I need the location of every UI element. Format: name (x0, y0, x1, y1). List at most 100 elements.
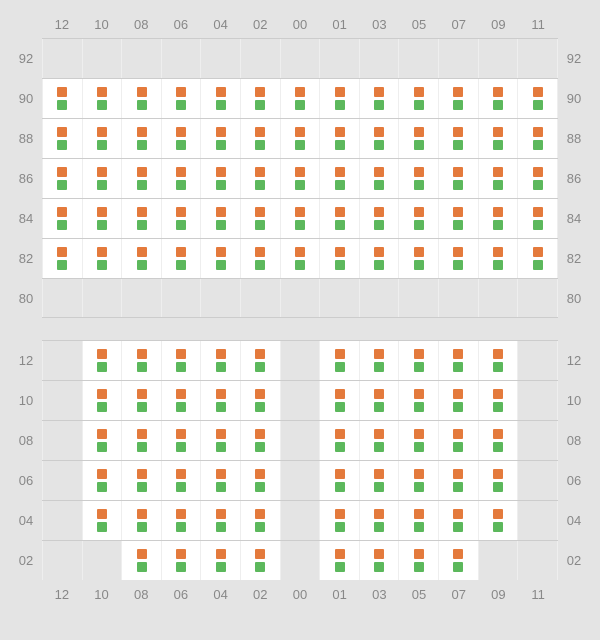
slot-filled[interactable] (319, 79, 359, 118)
slot-filled[interactable] (438, 159, 478, 198)
slot-filled[interactable] (319, 341, 359, 380)
slot-filled[interactable] (438, 421, 478, 460)
slot-filled[interactable] (82, 421, 122, 460)
slot-filled[interactable] (240, 541, 280, 580)
slot-empty[interactable] (42, 381, 82, 420)
slot-filled[interactable] (121, 199, 161, 238)
slot-filled[interactable] (438, 239, 478, 278)
slot-empty[interactable] (280, 341, 320, 380)
slot-filled[interactable] (200, 159, 240, 198)
slot-filled[interactable] (398, 239, 438, 278)
slot-filled[interactable] (161, 159, 201, 198)
slot-filled[interactable] (319, 421, 359, 460)
slot-filled[interactable] (240, 461, 280, 500)
slot-filled[interactable] (319, 159, 359, 198)
slot-empty[interactable] (319, 279, 359, 317)
slot-empty[interactable] (478, 541, 518, 580)
slot-filled[interactable] (438, 341, 478, 380)
slot-empty[interactable] (161, 39, 201, 78)
slot-empty[interactable] (42, 279, 82, 317)
slot-empty[interactable] (42, 461, 82, 500)
slot-filled[interactable] (478, 199, 518, 238)
slot-empty[interactable] (517, 39, 558, 78)
slot-filled[interactable] (200, 381, 240, 420)
slot-filled[interactable] (82, 461, 122, 500)
slot-filled[interactable] (359, 239, 399, 278)
slot-filled[interactable] (200, 341, 240, 380)
slot-filled[interactable] (42, 79, 82, 118)
slot-filled[interactable] (280, 119, 320, 158)
slot-filled[interactable] (161, 421, 201, 460)
slot-filled[interactable] (319, 541, 359, 580)
slot-empty[interactable] (280, 381, 320, 420)
slot-filled[interactable] (359, 79, 399, 118)
slot-empty[interactable] (517, 421, 558, 460)
slot-filled[interactable] (319, 119, 359, 158)
slot-filled[interactable] (319, 239, 359, 278)
slot-filled[interactable] (517, 79, 558, 118)
slot-filled[interactable] (161, 79, 201, 118)
slot-filled[interactable] (359, 381, 399, 420)
slot-empty[interactable] (42, 501, 82, 540)
slot-empty[interactable] (161, 279, 201, 317)
slot-filled[interactable] (478, 159, 518, 198)
slot-filled[interactable] (398, 79, 438, 118)
slot-empty[interactable] (42, 39, 82, 78)
slot-filled[interactable] (319, 501, 359, 540)
slot-filled[interactable] (121, 501, 161, 540)
slot-filled[interactable] (359, 541, 399, 580)
slot-empty[interactable] (42, 421, 82, 460)
slot-filled[interactable] (240, 341, 280, 380)
slot-empty[interactable] (200, 39, 240, 78)
slot-filled[interactable] (359, 119, 399, 158)
slot-filled[interactable] (478, 341, 518, 380)
slot-filled[interactable] (161, 341, 201, 380)
slot-filled[interactable] (359, 159, 399, 198)
slot-filled[interactable] (478, 421, 518, 460)
slot-filled[interactable] (200, 79, 240, 118)
slot-filled[interactable] (478, 119, 518, 158)
slot-filled[interactable] (121, 79, 161, 118)
slot-filled[interactable] (398, 421, 438, 460)
slot-filled[interactable] (240, 199, 280, 238)
slot-empty[interactable] (280, 501, 320, 540)
slot-filled[interactable] (121, 239, 161, 278)
slot-filled[interactable] (438, 501, 478, 540)
slot-empty[interactable] (42, 341, 82, 380)
slot-filled[interactable] (161, 541, 201, 580)
slot-empty[interactable] (398, 39, 438, 78)
slot-filled[interactable] (438, 119, 478, 158)
slot-empty[interactable] (319, 39, 359, 78)
slot-filled[interactable] (478, 501, 518, 540)
slot-filled[interactable] (359, 461, 399, 500)
slot-empty[interactable] (82, 541, 122, 580)
slot-filled[interactable] (121, 341, 161, 380)
slot-filled[interactable] (240, 421, 280, 460)
slot-filled[interactable] (82, 381, 122, 420)
slot-empty[interactable] (240, 39, 280, 78)
slot-filled[interactable] (319, 381, 359, 420)
slot-empty[interactable] (240, 279, 280, 317)
slot-filled[interactable] (359, 421, 399, 460)
slot-filled[interactable] (121, 541, 161, 580)
slot-filled[interactable] (478, 381, 518, 420)
slot-filled[interactable] (82, 239, 122, 278)
slot-empty[interactable] (280, 279, 320, 317)
slot-filled[interactable] (42, 159, 82, 198)
slot-filled[interactable] (82, 79, 122, 118)
slot-filled[interactable] (82, 341, 122, 380)
slot-empty[interactable] (517, 461, 558, 500)
slot-filled[interactable] (121, 119, 161, 158)
slot-empty[interactable] (359, 39, 399, 78)
slot-filled[interactable] (398, 119, 438, 158)
slot-filled[interactable] (398, 199, 438, 238)
slot-filled[interactable] (359, 199, 399, 238)
slot-empty[interactable] (121, 279, 161, 317)
slot-filled[interactable] (240, 239, 280, 278)
slot-filled[interactable] (42, 239, 82, 278)
slot-filled[interactable] (161, 501, 201, 540)
slot-filled[interactable] (121, 159, 161, 198)
slot-empty[interactable] (82, 39, 122, 78)
slot-filled[interactable] (398, 159, 438, 198)
slot-filled[interactable] (240, 381, 280, 420)
